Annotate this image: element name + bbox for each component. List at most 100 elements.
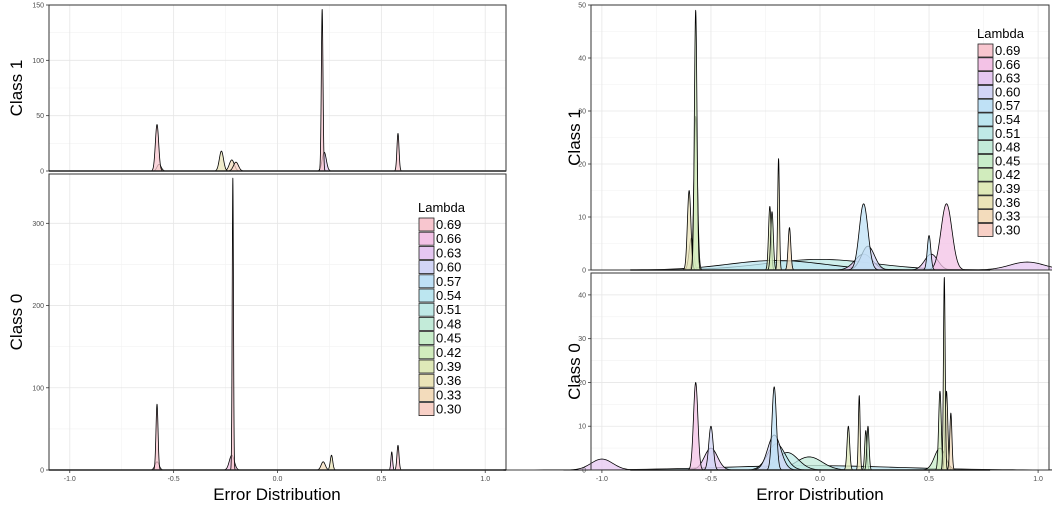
y-tick-label: 0	[582, 268, 586, 275]
chart-left: 0 50 100 150 Class 1 0 100 200 300 Class 0 -1.0 -0.…	[7, 3, 507, 504]
legend-label: 0.39	[436, 359, 461, 374]
y-tick-label: 20	[578, 162, 586, 169]
x-tick-label: -1.0	[64, 476, 76, 483]
legend-label: 0.60	[436, 260, 461, 275]
legend-label: 0.45	[995, 153, 1020, 168]
density-peak	[687, 382, 704, 471]
legend-swatch	[418, 288, 435, 303]
legend-label: 0.36	[436, 373, 461, 388]
legend-label: 0.66	[436, 231, 461, 246]
panel-border	[590, 4, 1050, 271]
legend-swatch	[418, 274, 435, 289]
x-tick-label: 0.5	[376, 476, 386, 483]
legend-swatch	[977, 71, 994, 85]
legend-swatch	[977, 140, 994, 155]
panel-class-0: 0 10 20 30 40 Class 0	[503, 272, 1052, 475]
y-tick-label: 10	[578, 215, 586, 222]
legend-title: Lambda	[977, 26, 1025, 41]
y-tick-label: 10	[578, 424, 586, 431]
y-tick-label: 20	[578, 380, 586, 387]
density-peak	[393, 444, 403, 471]
density-peak	[843, 425, 854, 471]
y-tick-label: 0	[40, 169, 44, 176]
legend-title: Lambda	[418, 200, 466, 215]
legend-swatch	[418, 217, 435, 232]
legend-label: 0.45	[436, 331, 461, 346]
legend-label: 0.63	[995, 71, 1020, 86]
legend-swatch	[418, 402, 435, 417]
density-peak	[863, 425, 873, 471]
y-tick-label: 40	[578, 56, 586, 63]
y-tick-label: 50	[578, 3, 586, 10]
legend-label: 0.51	[436, 302, 461, 317]
y-tick-label: 0	[582, 468, 586, 475]
legend-label: 0.66	[995, 57, 1020, 72]
legend-swatch	[418, 316, 435, 331]
legend-label: 0.48	[995, 140, 1020, 155]
y-tick-label: 300	[32, 221, 44, 228]
legend-label: 0.54	[436, 288, 461, 303]
density-peak	[784, 227, 795, 271]
y-tick-label: 150	[32, 3, 44, 10]
legend-swatch	[418, 245, 435, 260]
legend-label: 0.57	[436, 274, 461, 289]
legend-swatch	[977, 43, 994, 58]
panel-class-1: 0 10 20 30 40 50 Class 1	[565, 3, 1052, 275]
legend-swatch	[977, 167, 994, 182]
density-peak	[927, 203, 966, 271]
density-peak	[152, 403, 162, 471]
chart-right: 0 10 20 30 40 50 Class 1 0 10 20 30 40 Class 0 -1.0 -0…	[503, 3, 1052, 504]
legend-label: 0.42	[995, 167, 1020, 182]
legend-label: 0.48	[436, 316, 461, 331]
x-tick-label: 1.0	[480, 476, 490, 483]
legend: Lambda0.690.660.630.600.570.540.510.480.…	[977, 26, 1025, 237]
density-peak	[775, 158, 783, 271]
density-peak	[946, 412, 956, 471]
density-peak	[230, 177, 236, 471]
legend-swatch	[977, 222, 994, 237]
density-peak	[922, 235, 936, 271]
legend-swatch	[418, 359, 435, 374]
legend-swatch	[977, 98, 994, 113]
legend-swatch	[977, 195, 994, 210]
y-tick-label: 30	[578, 336, 586, 343]
y-tick-label: 30	[578, 109, 586, 116]
density-peak	[702, 425, 719, 471]
legend-label: 0.69	[995, 43, 1020, 58]
legend-swatch	[977, 126, 994, 141]
density-peak	[855, 395, 863, 471]
y-tick-label: 0	[40, 468, 44, 475]
legend-label: 0.42	[436, 345, 461, 360]
x-tick-label: 1.0	[1033, 476, 1043, 483]
legend-label: 0.30	[995, 222, 1020, 237]
panel-border	[48, 4, 507, 172]
y-tick-label: 100	[32, 58, 44, 65]
legend-swatch	[977, 181, 994, 196]
legend-label: 0.30	[436, 402, 461, 417]
density-peak	[940, 276, 948, 471]
legend-swatch	[418, 345, 435, 360]
x-tick-label: 0.0	[273, 476, 283, 483]
legend-label: 0.69	[436, 217, 461, 232]
legend-swatch	[418, 302, 435, 317]
x-tick-label: -1.0	[596, 476, 608, 483]
legend-swatch	[418, 373, 435, 388]
panel-class-1: 0 50 100 150 Class 1	[7, 3, 507, 176]
legend-label: 0.60	[995, 84, 1020, 99]
density-peak	[767, 211, 777, 271]
legend-swatch	[977, 85, 994, 99]
density-peak	[847, 203, 880, 271]
density-peak	[150, 124, 164, 172]
x-tick-label: 0.0	[815, 476, 825, 483]
facet-label: Class 0	[565, 343, 584, 400]
legend-label: 0.33	[995, 209, 1020, 224]
legend-label: 0.51	[995, 126, 1020, 141]
legend-swatch	[418, 260, 435, 275]
legend-label: 0.33	[436, 387, 461, 402]
legend-swatch	[418, 387, 435, 402]
x-tick-label: -0.5	[168, 476, 180, 483]
density-peak	[318, 9, 326, 172]
x-axis-label: Error Distribution	[756, 485, 884, 504]
y-tick-label: 50	[36, 113, 44, 120]
